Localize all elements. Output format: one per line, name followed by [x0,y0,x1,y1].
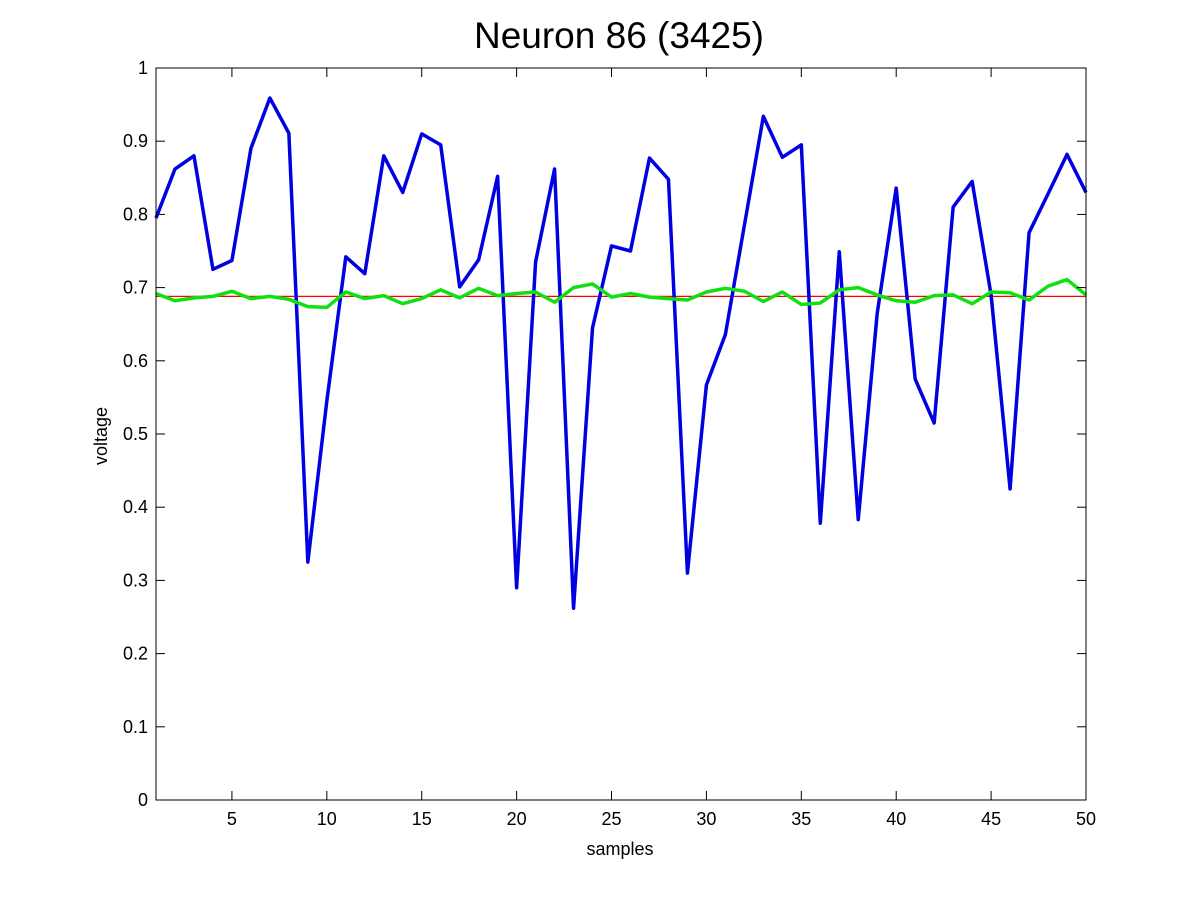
x-tick-label: 25 [601,809,621,829]
x-tick-label: 35 [791,809,811,829]
y-tick-label: 0.4 [123,497,148,517]
x-tick-label: 5 [227,809,237,829]
x-tick-label: 15 [412,809,432,829]
y-tick-label: 0.2 [123,644,148,664]
chart-title: Neuron 86 (3425) [474,15,764,56]
y-tick-label: 0.1 [123,717,148,737]
x-tick-label: 20 [507,809,527,829]
x-tick-label: 10 [317,809,337,829]
series-line-1 [154,96,1088,610]
y-axis-label: voltage [91,407,111,465]
y-tick-label: 0.6 [123,351,148,371]
y-tick-label: 0.8 [123,204,148,224]
y-tick-label: 0 [138,790,148,810]
series-line-2 [155,277,1088,310]
series-layer [154,96,1088,610]
x-tick-label: 45 [981,809,1001,829]
y-tick-label: 0.9 [123,131,148,151]
y-tick-label: 1 [138,58,148,78]
y-tick-label: 0.5 [123,424,148,444]
x-tick-label: 50 [1076,809,1096,829]
plot-area [156,68,1086,800]
ticks-layer: 5 10 15 20 25 30 35 40 45 50 0 0.1 0.2 0.3 0.4 0.5 0.6 0.… [123,58,1096,829]
x-tick-label: 30 [696,809,716,829]
y-tick-label: 0.7 [123,278,148,298]
y-tick-label: 0.3 [123,570,148,590]
x-axis-label: samples [586,839,653,859]
x-tick-label: 40 [886,809,906,829]
